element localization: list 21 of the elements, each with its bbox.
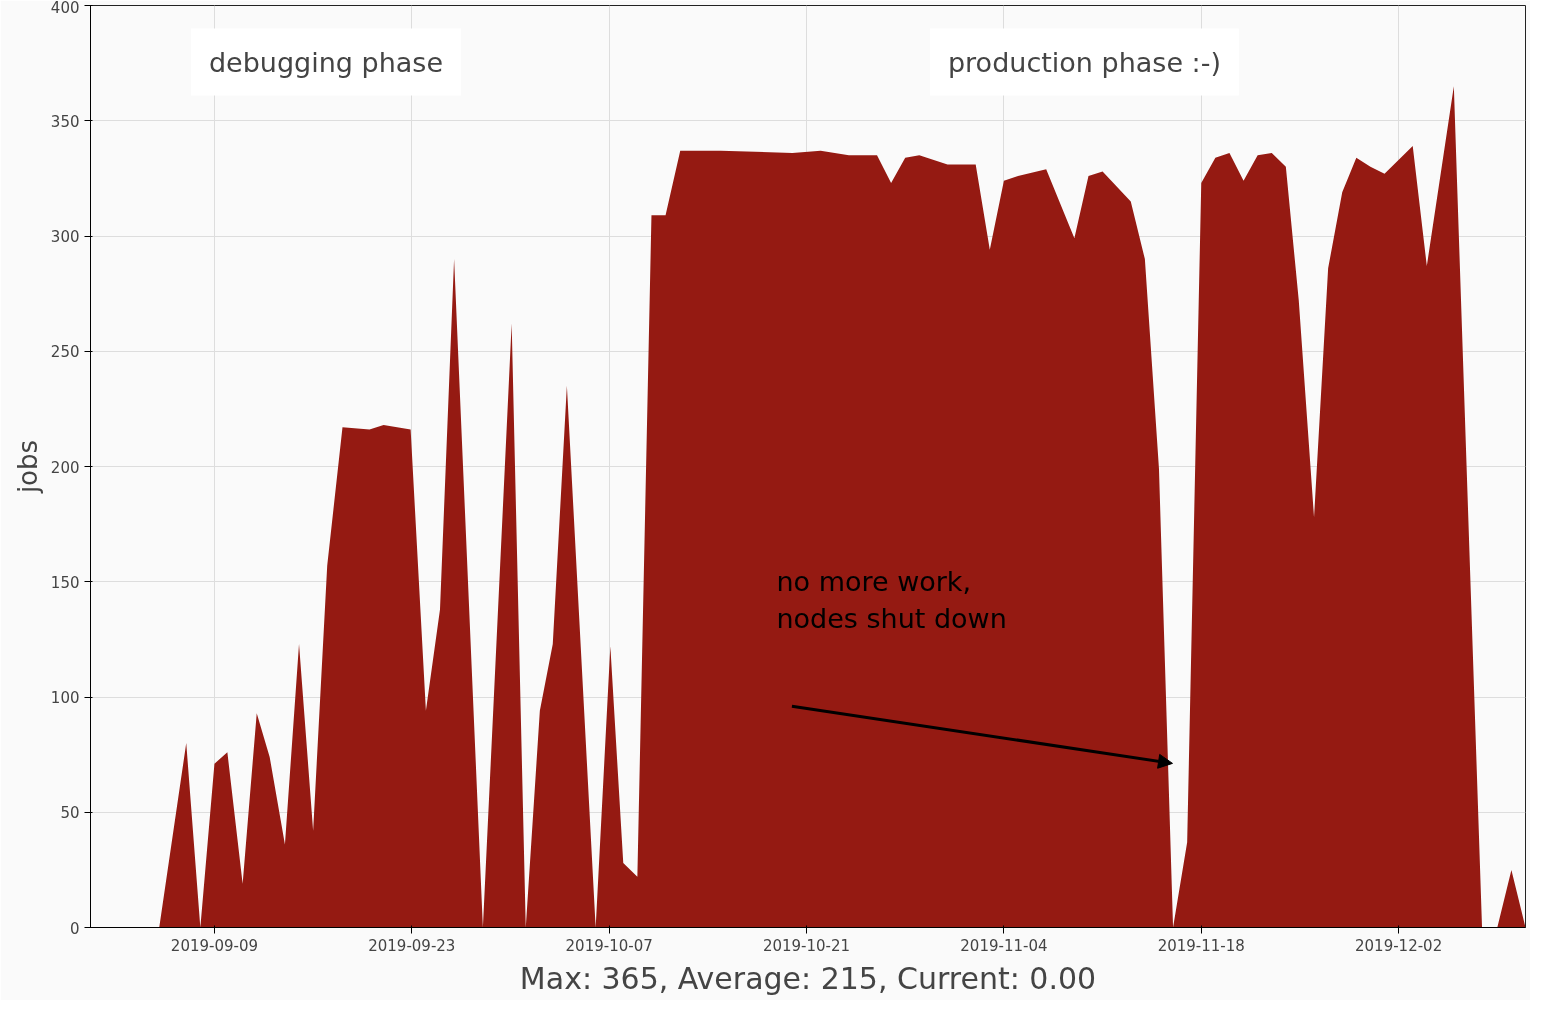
annotation: no more work, nodes shut down xyxy=(776,566,1007,635)
annotation: production phase :-) xyxy=(947,46,1221,78)
x-tick-label: 2019-10-21 xyxy=(762,936,851,955)
y-tick-label: 200 xyxy=(50,458,80,477)
y-tick-label: 300 xyxy=(50,228,80,246)
y-tick-label: 100 xyxy=(50,689,80,707)
y-tick-label: 150 xyxy=(50,573,80,592)
y-tick-label: 250 xyxy=(50,343,80,362)
x-tick-label: 2019-09-09 xyxy=(170,936,259,955)
y-tick-label: 50 xyxy=(60,804,80,823)
x-tick-label: 2019-10-07 xyxy=(565,936,653,955)
text: Max: 365, Average: 215, Current: 0.00 xyxy=(519,960,1097,996)
x-tick-label: 2019-11-04 xyxy=(960,936,1048,955)
x-tick-label: 2019-11-18 xyxy=(1157,936,1245,955)
y-tick-label: 0 xyxy=(69,919,80,938)
y-tick-label: 350 xyxy=(50,112,80,131)
x-tick-label: 2019-09-23 xyxy=(368,936,456,955)
x-tick-label: 2019-12-02 xyxy=(1355,936,1443,955)
y-tick-label: 400 xyxy=(50,0,80,17)
annotation: debugging phase xyxy=(208,46,444,78)
y-axis-title: jobs xyxy=(12,439,43,495)
